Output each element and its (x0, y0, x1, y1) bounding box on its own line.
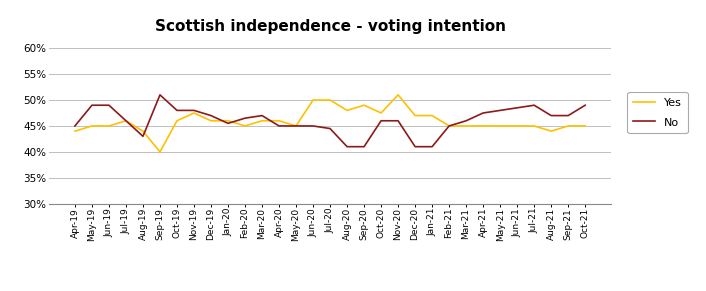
Legend: Yes, No: Yes, No (628, 92, 688, 133)
Yes (309, 98, 317, 102)
No (292, 124, 300, 128)
Yes (241, 124, 249, 128)
No (428, 145, 436, 148)
Yes (173, 119, 181, 123)
Line: No: No (75, 95, 585, 147)
Yes (394, 93, 402, 97)
Yes (411, 114, 419, 117)
No (121, 119, 130, 123)
No (496, 109, 504, 112)
No (88, 104, 96, 107)
Yes (326, 98, 335, 102)
Line: Yes: Yes (75, 95, 585, 152)
Yes (343, 109, 352, 112)
No (156, 93, 164, 97)
Yes (88, 124, 96, 128)
Yes (377, 111, 385, 115)
Yes (190, 111, 198, 115)
No (275, 124, 283, 128)
No (241, 116, 249, 120)
Yes (156, 150, 164, 154)
Yes (292, 124, 300, 128)
Yes (71, 129, 79, 133)
Yes (547, 129, 556, 133)
No (445, 124, 453, 128)
Yes (258, 119, 266, 123)
Yes (445, 124, 453, 128)
No (309, 124, 317, 128)
No (138, 134, 148, 138)
Yes (581, 124, 590, 128)
No (360, 145, 369, 148)
No (71, 124, 79, 128)
Yes (530, 124, 539, 128)
No (394, 119, 402, 123)
No (343, 145, 352, 148)
No (530, 104, 539, 107)
Yes (224, 119, 232, 123)
Yes (564, 124, 573, 128)
Title: Scottish independence - voting intention: Scottish independence - voting intention (155, 19, 505, 34)
Yes (462, 124, 470, 128)
No (224, 122, 232, 125)
No (547, 114, 556, 117)
No (326, 127, 335, 130)
No (411, 145, 419, 148)
Yes (428, 114, 436, 117)
Yes (121, 119, 130, 123)
No (479, 111, 487, 115)
No (581, 104, 590, 107)
Yes (207, 119, 215, 123)
No (104, 104, 113, 107)
No (513, 106, 521, 109)
Yes (104, 124, 113, 128)
Yes (513, 124, 521, 128)
No (462, 119, 470, 123)
No (173, 109, 181, 112)
Yes (360, 104, 369, 107)
No (190, 109, 198, 112)
No (564, 114, 573, 117)
Yes (496, 124, 504, 128)
Yes (275, 119, 283, 123)
Yes (479, 124, 487, 128)
No (207, 114, 215, 117)
Yes (138, 129, 148, 133)
No (377, 119, 385, 123)
No (258, 114, 266, 117)
